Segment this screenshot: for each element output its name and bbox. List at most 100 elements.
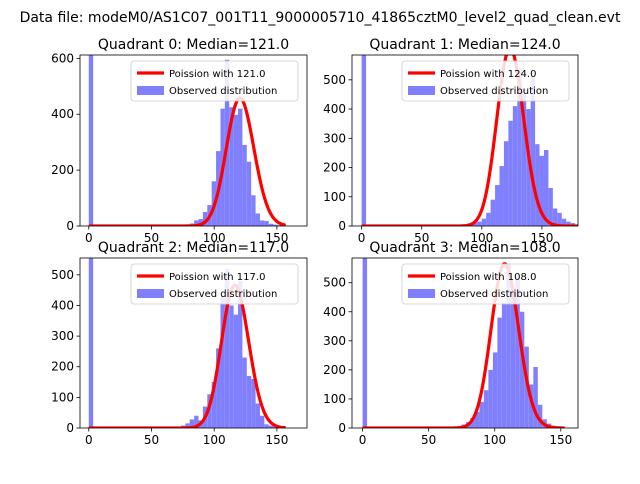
histogram-bar <box>543 150 549 226</box>
subplot-1: 0 50 100 150 0 100 200 300 400 500 Quadrant 1: Med… <box>323 37 579 245</box>
axes-frame <box>79 54 308 227</box>
legend: Poission with 117.0 Observed distribution <box>130 263 299 305</box>
histogram-bar <box>220 296 225 428</box>
histogram-bar <box>233 314 239 428</box>
histogram-bar <box>479 401 484 428</box>
histogram-bar <box>246 375 252 428</box>
histogram-bar <box>535 144 540 226</box>
histogram-bar <box>497 317 502 428</box>
histogram-bar <box>216 348 221 428</box>
histogram-bar <box>533 366 538 428</box>
histogram-bar <box>233 114 239 226</box>
y-tick-label: 500 <box>51 268 74 282</box>
histogram-bar <box>259 415 265 428</box>
legend-label-observed: Observed distribution <box>440 289 548 300</box>
legend-bar-swatch <box>408 289 435 298</box>
legend-box <box>130 60 299 102</box>
histogram-bar <box>259 220 265 226</box>
legend-box <box>401 60 570 102</box>
histogram-bar <box>255 403 260 428</box>
legend: Poission with 108.0 Observed distribution <box>401 263 570 305</box>
x-tick-label: 50 <box>421 433 436 447</box>
histogram-bar <box>207 394 212 428</box>
legend-label-observed: Observed distribution <box>169 289 277 300</box>
histogram-bar <box>246 161 252 226</box>
histogram-bar <box>517 68 522 226</box>
histogram-bar <box>499 166 504 226</box>
subplot-title: Quadrant 3: Median=108.0 <box>369 240 560 256</box>
histogram-bar <box>483 390 489 428</box>
y-tick-label: 500 <box>323 276 346 290</box>
histogram-bar <box>202 212 208 226</box>
histogram-bar <box>472 222 478 226</box>
histogram-bar <box>512 106 518 226</box>
histogram-bar <box>242 357 247 428</box>
histogram-bar <box>503 141 509 226</box>
y-tick-label: 0 <box>66 421 74 435</box>
histogram-bar <box>521 88 527 226</box>
y-tick-label: 200 <box>51 360 74 374</box>
x-tick-label: 50 <box>414 231 429 245</box>
histogram-bar <box>255 213 260 226</box>
histogram-bar <box>501 303 507 428</box>
poisson-curve <box>88 96 287 226</box>
legend-bar-swatch <box>137 86 164 95</box>
y-tick-label: 300 <box>323 131 346 145</box>
histogram-bar <box>251 378 256 428</box>
histogram-bar <box>510 294 516 428</box>
histogram-bar <box>561 218 567 226</box>
legend: Poission with 121.0 Observed distribution <box>130 60 299 102</box>
histogram-bar <box>490 199 496 226</box>
x-tick-label: 0 <box>359 433 367 447</box>
y-tick-label: 500 <box>323 73 346 87</box>
histogram-bar <box>508 120 513 226</box>
axes-frame <box>79 257 308 429</box>
histogram-bar <box>474 412 480 428</box>
y-tick-label: 400 <box>51 298 74 312</box>
legend-label-poisson: Poission with 108.0 <box>440 272 536 283</box>
y-tick-label: 400 <box>323 102 346 116</box>
y-tick-label: 200 <box>323 161 346 175</box>
histogram-bar <box>477 221 482 226</box>
subplot-title: Quadrant 0: Median=121.0 <box>98 37 289 53</box>
subplot-2: 0 50 100 150 0 100 200 300 400 500 Quadrant 2: Med… <box>51 240 308 447</box>
histogram-bar <box>552 208 558 226</box>
x-tick-label: 100 <box>483 433 506 447</box>
axes-frame <box>351 257 579 429</box>
x-tick-label: 100 <box>203 433 226 447</box>
x-tick-label: 100 <box>203 231 226 245</box>
plot-area <box>361 55 578 226</box>
histogram-bar <box>189 419 195 428</box>
x-tick-label: 100 <box>470 231 493 245</box>
histogram-bar <box>88 55 94 226</box>
histogram-bar <box>264 424 269 428</box>
histogram-bar <box>238 108 243 226</box>
histogram-bar <box>211 382 217 428</box>
plot-area <box>362 258 566 428</box>
y-tick-label: 100 <box>323 392 346 406</box>
plot-area <box>88 55 287 226</box>
legend-box <box>130 263 299 305</box>
subplot-title: Quadrant 2: Median=117.0 <box>98 240 289 256</box>
histogram-bar <box>229 107 234 226</box>
legend-label-observed: Observed distribution <box>440 86 548 97</box>
subplot-3: 0 50 100 150 0 100 200 300 400 500 Quadrant 3: Med… <box>323 240 579 447</box>
figure-suptitle: Data file: modeM0/AS1C07_001T11_90000057… <box>19 10 621 26</box>
histogram-bar <box>486 212 491 226</box>
histogram-bar <box>495 185 500 226</box>
subplot-title: Quadrant 1: Median=124.0 <box>369 37 560 53</box>
legend-label-poisson: Poission with 124.0 <box>440 69 536 80</box>
histogram-bar <box>362 258 368 428</box>
legend: Poission with 124.0 Observed distribution <box>401 60 570 102</box>
histogram-bar <box>238 280 243 428</box>
y-tick-label: 400 <box>323 305 346 319</box>
histogram-bar <box>268 223 274 226</box>
histogram-bar <box>242 144 247 226</box>
histogram-bar <box>566 221 571 226</box>
y-tick-label: 400 <box>51 107 74 121</box>
histogram-bar <box>185 423 190 428</box>
y-tick-label: 100 <box>51 390 74 404</box>
legend-label-observed: Observed distribution <box>169 86 277 97</box>
